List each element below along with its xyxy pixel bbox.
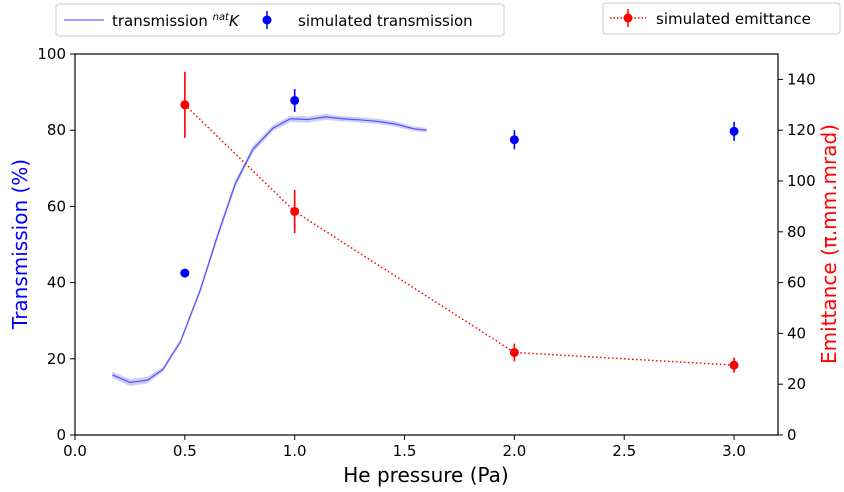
y-left-tick-label: 60: [47, 197, 66, 215]
y-axis-left-title: Transmission (%): [8, 159, 32, 330]
y-right-tick-label: 40: [787, 324, 806, 342]
plot-frame: [74, 53, 779, 436]
plot-area: [112, 71, 739, 386]
y-axis-right: 0 20 40 60 80 100 120 140: [778, 70, 816, 444]
transmission-line: [112, 116, 427, 384]
legend-emittance-swatch-dot: [623, 13, 633, 23]
sim-emittance-point: [729, 360, 739, 370]
y-left-tick-label: 100: [37, 45, 66, 63]
sim-emittance-point: [509, 347, 519, 357]
x-tick-label: 3.0: [722, 442, 746, 460]
transmission-band: [112, 113, 427, 386]
y-left-tick-label: 80: [47, 121, 66, 139]
legend-right-frame: [602, 2, 841, 35]
legend-left-frame: [55, 3, 505, 37]
legend-right: simulated emittance: [602, 2, 841, 35]
x-tick-label: 0.0: [63, 442, 87, 460]
sim-emittance-point: [290, 206, 300, 216]
legend-left: transmission natK simulated transmission: [55, 3, 505, 37]
legend-sim-transmission-label: simulated transmission: [298, 12, 473, 30]
legend-sim-transmission-swatch-dot: [262, 15, 272, 25]
x-axis-title: He pressure (Pa): [343, 463, 508, 487]
y-left-tick-label: 0: [56, 426, 66, 444]
legend-transmission-label-sup: nat: [213, 12, 230, 23]
sim-transmission-point: [729, 126, 739, 136]
legend-transmission-label: transmission natK: [112, 12, 240, 30]
y-right-tick-label: 120: [787, 121, 816, 139]
sim-emittance-point: [180, 100, 190, 110]
y-axis-left: 0 20 40 60 80 100: [37, 45, 75, 444]
sim-transmission-point: [180, 268, 190, 278]
legend-emittance-label: simulated emittance: [656, 10, 811, 28]
y-left-tick-label: 20: [47, 350, 66, 368]
y-left-tick-label: 40: [47, 274, 66, 292]
emittance-line: [184, 104, 735, 366]
x-tick-label: 2.5: [612, 442, 636, 460]
x-tick-label: 0.5: [173, 442, 197, 460]
sim-transmission-point: [290, 95, 300, 105]
legend-transmission-label-tail: K: [229, 12, 240, 30]
legend-transmission-label-base: transmission: [112, 12, 213, 30]
y-right-tick-label: 0: [787, 426, 797, 444]
x-tick-label: 1.0: [283, 442, 307, 460]
x-tick-label: 2.0: [502, 442, 526, 460]
y-right-tick-label: 140: [787, 70, 816, 88]
x-tick-label: 1.5: [393, 442, 417, 460]
y-right-tick-label: 80: [787, 223, 806, 241]
y-right-tick-label: 20: [787, 375, 806, 393]
x-axis: 0.0 0.5 1.0 1.5 2.0 2.5 3.0: [63, 435, 746, 460]
y-axis-right-title: Emittance (π.mm.mrad): [817, 124, 841, 364]
y-right-tick-label: 100: [787, 172, 816, 190]
sim-transmission-point: [509, 135, 519, 145]
y-right-tick-label: 60: [787, 274, 806, 292]
